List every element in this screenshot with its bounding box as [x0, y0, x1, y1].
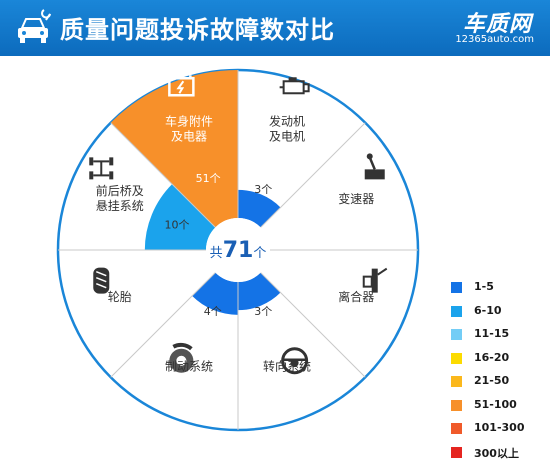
legend-label: 21-50 [474, 374, 510, 387]
center-total-suffix: 个 [253, 246, 266, 261]
sector-brake-disc [192, 272, 238, 315]
legend-label: 11-15 [474, 327, 510, 340]
segment-label: 离合器 [338, 289, 374, 304]
gear-shifter-icon [364, 153, 385, 180]
legend-swatch [451, 352, 462, 364]
segment-count-label: 4个 [204, 305, 222, 318]
segment-label: 发动机及电机 [269, 114, 305, 144]
fault-pie-chart: 共71个发动机及电机3个变速器离合器转向系统3个制动系统4个轮胎前后桥及悬挂系统… [56, 68, 420, 432]
segment-count-label: 3个 [254, 183, 272, 196]
legend-swatch [451, 305, 462, 317]
page-title: 质量问题投诉故障数对比 [60, 16, 335, 44]
center-circle [206, 218, 270, 282]
legend-label: 16-20 [474, 350, 510, 364]
brand-url: 12365auto.com [455, 34, 534, 45]
brake-disc-icon [169, 342, 194, 373]
sector-divider [260, 122, 366, 228]
steering-wheel-icon [281, 347, 309, 375]
segment-count-label: 3个 [254, 305, 272, 318]
segment-label: 车身附件及电器 [165, 114, 213, 144]
sector-battery [110, 70, 238, 228]
legend-label: 1-5 [474, 280, 494, 293]
sector-divider [260, 272, 366, 378]
legend-swatch [451, 446, 462, 458]
legend-label: 300以上 [474, 446, 519, 460]
battery-icon [168, 75, 195, 97]
tire-icon [93, 267, 110, 294]
axle-suspension-icon [89, 157, 114, 180]
header-bar: 质量问题投诉故障数对比 车质网 12365auto.com [0, 0, 550, 56]
legend-swatch [451, 399, 462, 411]
legend-label: 51-100 [474, 397, 517, 411]
segment-label: 前后桥及悬挂系统 [96, 183, 144, 213]
brand-logo-text: 车质网 [462, 12, 532, 37]
sector-divider [110, 122, 216, 228]
legend-swatch [451, 423, 462, 434]
legend-label: 6-10 [474, 303, 502, 317]
sector-divider [110, 272, 216, 378]
engine-icon [279, 77, 310, 95]
segment-count-label: 51个 [196, 172, 221, 185]
center-total-label: 共71个 [210, 238, 267, 263]
legend-swatch [451, 376, 462, 387]
segment-label: 轮胎 [108, 290, 132, 304]
segment-label: 转向系统 [263, 358, 311, 373]
sector-axle-suspension [144, 184, 216, 250]
legend-label: 101-300 [474, 421, 525, 434]
center-total-value: 71 [223, 238, 254, 263]
segment-label: 变速器 [338, 191, 374, 206]
segment-count-label: 10个 [165, 219, 190, 232]
segment-label: 制动系统 [165, 359, 213, 373]
legend-swatch [451, 329, 462, 340]
legend-swatch [451, 282, 462, 293]
clutch-icon [362, 267, 388, 293]
car-service-icon [18, 9, 51, 43]
center-total-prefix: 共 [210, 246, 223, 261]
